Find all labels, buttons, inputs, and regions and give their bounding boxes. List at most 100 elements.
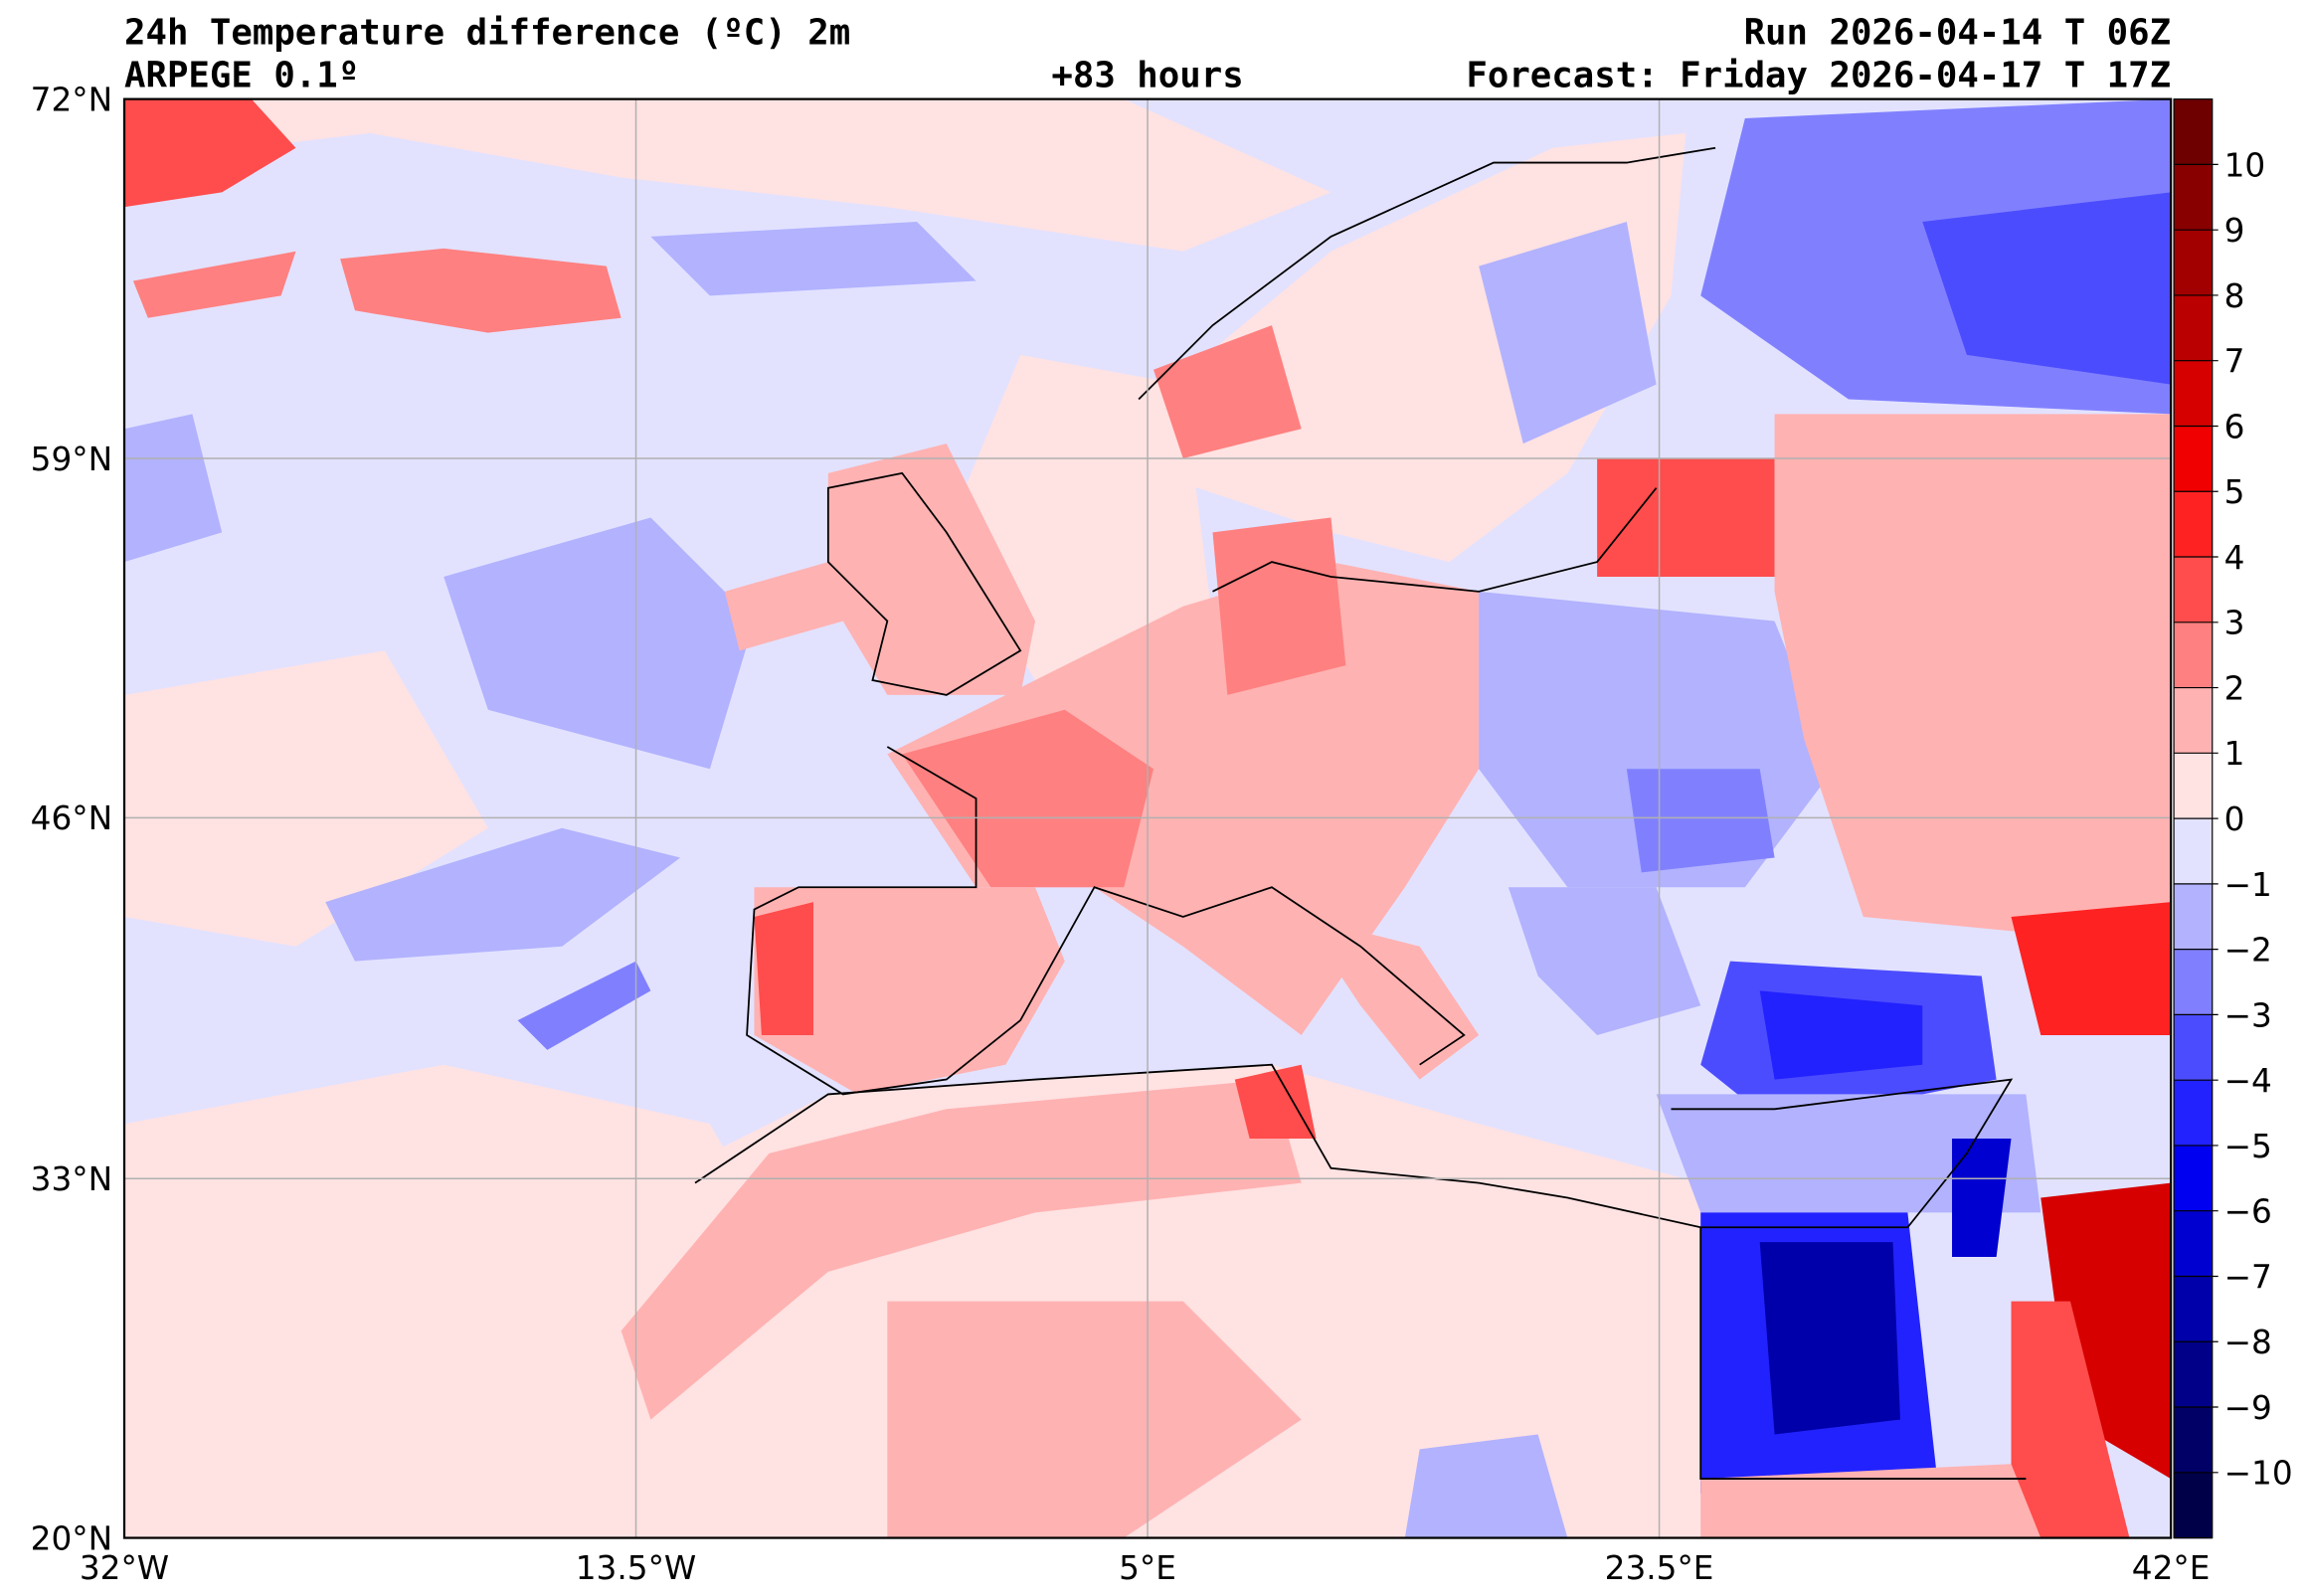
field-sudan-warm [1700, 1464, 2041, 1538]
colorbar-swatch [2174, 949, 2213, 1016]
colorbar-tick-label: −5 [2224, 1128, 2272, 1165]
colorbar-swatch [2174, 883, 2213, 951]
lat-axis-labels: 20°N 33°N 46°N 59°N 72°N [31, 82, 112, 1558]
field-turkey-colder [1759, 990, 1923, 1080]
colorbar-swatch [2174, 1145, 2213, 1212]
colorbar-tick-label: 1 [2224, 735, 2245, 773]
field-atlantic-cool-1 [444, 517, 755, 770]
field-greenland-warm [123, 98, 296, 208]
colorbar-tick-label: −2 [2224, 932, 2272, 970]
field-caucasus-hot [2011, 902, 2172, 1035]
field-germany-hot [1212, 517, 1346, 695]
lat-label: 72°N [31, 82, 112, 119]
lon-label: 23.5°E [1605, 1549, 1714, 1587]
field-libya-cool [1404, 1434, 1568, 1538]
lat-label: 20°N [31, 1519, 112, 1557]
colorbar-tick-label: −3 [2224, 996, 2272, 1034]
colorbar-swatch [2174, 1210, 2213, 1278]
field-finland-cool [1479, 222, 1657, 444]
field-italy-warm [1301, 916, 1480, 1080]
colorbar-tick-label: 4 [2224, 539, 2245, 577]
field-romania-cool [1626, 769, 1775, 873]
colorbar-tick-label: 3 [2224, 605, 2245, 642]
field-portugal-hot [754, 902, 813, 1035]
colorbar-tick-label: 9 [2224, 212, 2245, 250]
colorbar-tick-label: −4 [2224, 1062, 2272, 1100]
forecast-time: Forecast: Friday 2026-04-17 T 17Z [1466, 56, 2171, 96]
colorbar-swatch [2174, 98, 2213, 166]
colorbar-tick-label: 7 [2224, 343, 2245, 381]
colorbar-swatch [2174, 1472, 2213, 1539]
field-russia-ne-colder [1922, 192, 2172, 385]
field-russia-warm [1774, 414, 2172, 947]
colorbar-swatch [2174, 818, 2213, 885]
field-denmark-strait-warm [132, 251, 296, 318]
colorbar-tick-label: 2 [2224, 669, 2245, 707]
field-atlantic-cool-3 [325, 827, 681, 962]
colorbar-tick-label: 0 [2224, 800, 2245, 838]
graticule [123, 98, 2172, 1538]
field-iceland-warm [340, 248, 621, 333]
colorbar-tick-label: 8 [2224, 277, 2245, 315]
colorbar-swatch [2174, 426, 2213, 492]
colorbar-tick-label: −7 [2224, 1258, 2272, 1296]
colorbar-swatch [2174, 557, 2213, 623]
field-maghreb-warm [621, 1079, 1302, 1420]
field-norway-warm [1154, 325, 1302, 458]
colorbar-frame [2173, 98, 2214, 1539]
colorbar-tick-label: −9 [2224, 1389, 2272, 1427]
lat-label: 33°N [31, 1160, 112, 1198]
field-atlantic-mid-warm [123, 650, 488, 947]
field-france-hot [902, 709, 1154, 888]
colorbar-tick-label: 5 [2224, 473, 2245, 511]
colorbar-swatch [2174, 753, 2213, 819]
colorbar-tick-label: −1 [2224, 866, 2272, 904]
field-egypt-colder [1759, 1242, 1900, 1435]
colorbar-swatch [2174, 230, 2213, 296]
lat-label: 59°N [31, 441, 112, 478]
colorbar-swatch [2174, 294, 2213, 362]
lon-label: 5°E [1119, 1549, 1176, 1587]
coastlines [694, 146, 2027, 1480]
model-label: ARPEGE 0.1º [124, 56, 359, 96]
colorbar-swatch [2174, 1341, 2213, 1408]
lat-label: 46°N [31, 799, 112, 837]
colorbar-tick-label: −8 [2224, 1324, 2272, 1361]
field-atlantic-cool-4 [517, 961, 651, 1050]
lon-label: 13.5°W [576, 1549, 697, 1587]
field-balkans-cool [1508, 887, 1701, 1035]
field-atlantic-cool-5 [650, 222, 976, 296]
field-scandinavia [1154, 132, 1686, 563]
colorbar-swatch [2174, 164, 2213, 231]
field-western-europe-warm [887, 562, 1553, 1035]
run-time: Run 2026-04-14 T 06Z [1744, 13, 2172, 54]
field-sahara-warm [887, 1301, 1302, 1538]
field-arabia-warm [2011, 1301, 2130, 1538]
colorbar-swatch [2174, 621, 2213, 689]
lead-time: +83 hours [1051, 56, 1243, 96]
colorbar-tick-label: −10 [2224, 1455, 2293, 1493]
colorbar-swatch [2174, 687, 2213, 755]
colorbar-swatch [2174, 1276, 2213, 1342]
field-levant-cool [1952, 1139, 2012, 1258]
lon-label: 42°E [2132, 1549, 2211, 1587]
lon-axis-labels: 32°W 13.5°W 5°E 23.5°E 42°E [80, 1549, 2211, 1587]
colorbar-swatch [2174, 1014, 2213, 1081]
colorbar-tick-label: 10 [2224, 146, 2266, 184]
map-frame [122, 97, 2173, 1539]
field-tunisia-hot [1234, 1064, 1317, 1140]
field-atlantic-north-warm [123, 98, 1331, 252]
field-east-med-cool [1656, 1094, 2041, 1213]
colorbar-swatch [2174, 1080, 2213, 1147]
colorbar-swatch [2174, 1407, 2213, 1474]
field-iberia [754, 887, 1065, 1095]
colorbar-swatch [2174, 360, 2213, 428]
field-atlantic-cool-2 [123, 414, 223, 563]
lon-label: 32°W [80, 1549, 169, 1587]
field-baltic-hot [1597, 457, 1775, 577]
field-britain [724, 443, 1036, 695]
colorbar-swatch [2174, 491, 2213, 558]
colorbar-tick-label: −6 [2224, 1193, 2272, 1231]
